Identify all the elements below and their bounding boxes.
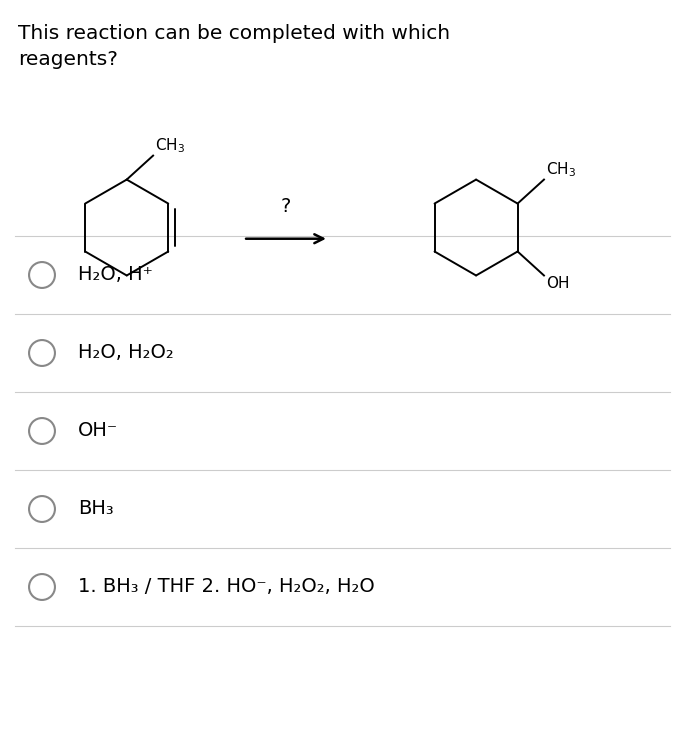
Text: OH⁻: OH⁻ xyxy=(78,421,118,440)
Text: H₂O, H₂O₂: H₂O, H₂O₂ xyxy=(78,343,174,363)
Text: 1. BH₃ / THF 2. HO⁻, H₂O₂, H₂O: 1. BH₃ / THF 2. HO⁻, H₂O₂, H₂O xyxy=(78,577,375,597)
Text: BH₃: BH₃ xyxy=(78,500,114,518)
Text: OH: OH xyxy=(546,277,569,292)
Text: ?: ? xyxy=(281,198,291,216)
Text: reagents?: reagents? xyxy=(18,50,118,69)
Text: CH$_3$: CH$_3$ xyxy=(155,136,185,154)
Text: H₂O, H⁺: H₂O, H⁺ xyxy=(78,266,153,284)
Text: CH$_3$: CH$_3$ xyxy=(546,160,576,178)
Text: This reaction can be completed with which: This reaction can be completed with whic… xyxy=(18,24,450,43)
